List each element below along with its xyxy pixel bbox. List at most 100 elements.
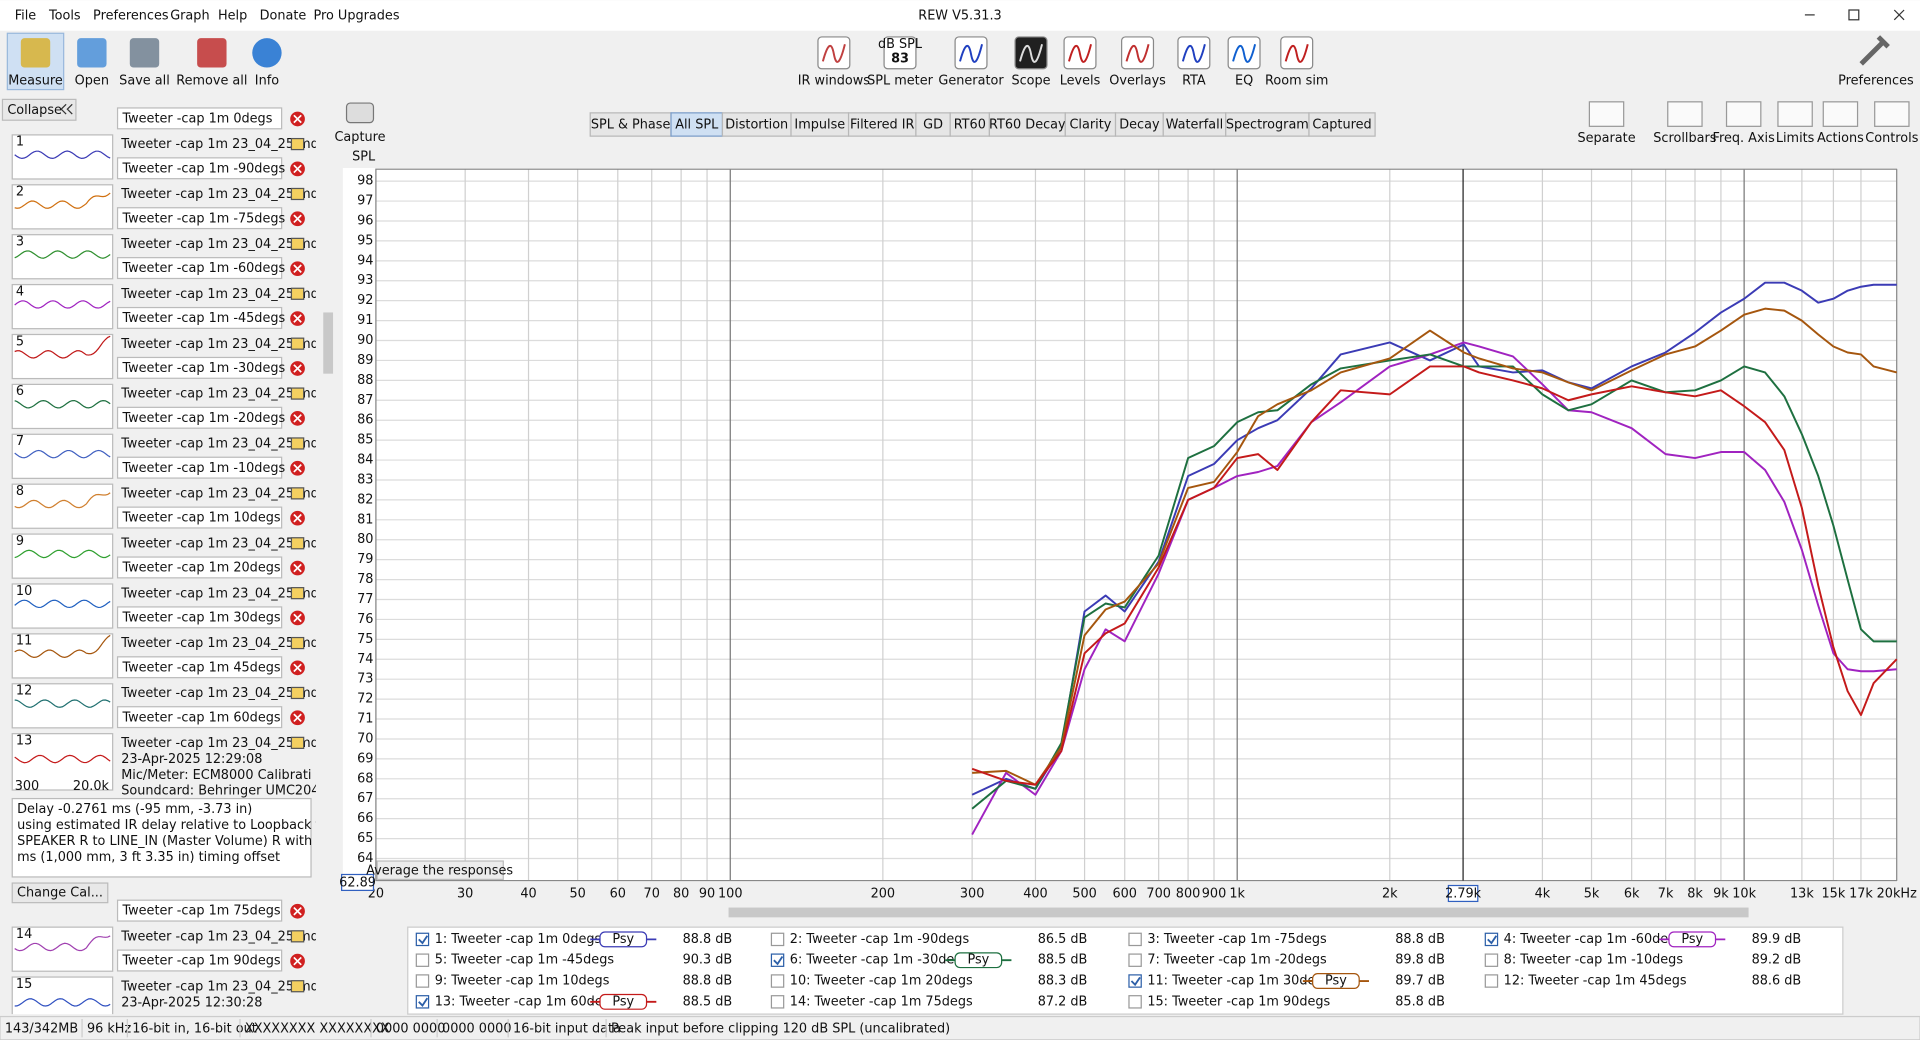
graph-tool-label[interactable]: Limits xyxy=(1776,131,1815,146)
h-scroll-thumb[interactable] xyxy=(728,907,1749,918)
toolbar-label[interactable]: Room sim xyxy=(1265,74,1328,89)
graph-tool-icon[interactable] xyxy=(1822,101,1859,127)
toolbar-label[interactable]: EQ xyxy=(1235,74,1253,89)
name-box[interactable] xyxy=(116,656,283,679)
tab-label: Waterfall xyxy=(1166,118,1224,133)
measurement-thumbnail[interactable] xyxy=(11,333,114,380)
name-box[interactable] xyxy=(116,356,283,379)
measurement-thumbnail[interactable] xyxy=(11,926,114,972)
toolbar-icon[interactable] xyxy=(252,38,282,68)
psy-button[interactable] xyxy=(1312,973,1360,989)
measurement-thumbnail[interactable] xyxy=(11,483,114,529)
graph-tool-label[interactable]: Scrollbars xyxy=(1653,131,1717,146)
menu-item[interactable]: Graph xyxy=(170,9,209,24)
graph-tool-icon[interactable] xyxy=(1725,101,1762,127)
toolbar-icon[interactable] xyxy=(77,38,107,68)
name-box[interactable] xyxy=(116,406,283,429)
legend-checkbox[interactable] xyxy=(415,953,430,967)
name-box[interactable] xyxy=(116,506,283,529)
menu-item[interactable]: Preferences xyxy=(93,9,169,24)
legend-checkbox[interactable] xyxy=(770,974,785,988)
graph-tool-icon[interactable] xyxy=(1667,101,1703,127)
name-box[interactable] xyxy=(116,306,283,329)
toolbar-icon[interactable] xyxy=(129,38,160,68)
tab[interactable] xyxy=(1308,112,1376,137)
collapse-button[interactable] xyxy=(1,98,77,121)
toolbar-label[interactable]: Save all xyxy=(119,74,170,89)
y-tick-label: 97 xyxy=(357,194,373,209)
toolbar-label[interactable]: Preferences xyxy=(1838,74,1914,89)
toolbar-label[interactable]: Open xyxy=(75,74,109,89)
psy-button[interactable] xyxy=(1668,931,1717,948)
legend-checkbox[interactable] xyxy=(1128,953,1142,967)
name-box[interactable] xyxy=(116,606,283,629)
graph-tool-label[interactable]: Separate xyxy=(1577,131,1635,146)
legend-checkbox[interactable] xyxy=(415,995,430,1009)
toolbar-label[interactable]: RTA xyxy=(1182,74,1206,89)
legend-checkbox[interactable] xyxy=(1128,974,1142,988)
graph-tool-icon[interactable] xyxy=(1874,101,1910,127)
menu-item[interactable]: Help xyxy=(218,9,247,24)
toolbar-label[interactable]: IR windows xyxy=(798,74,871,89)
toolbar-label[interactable]: Info xyxy=(255,74,279,89)
ymin-box[interactable] xyxy=(341,873,375,892)
measurement-file: Tweeter -cap 1m 23_04_25.md xyxy=(120,237,319,252)
capture-icon[interactable] xyxy=(345,102,375,124)
name-box[interactable] xyxy=(116,706,283,729)
toolbar-label[interactable]: Overlays xyxy=(1109,74,1166,89)
toolbar-icon[interactable] xyxy=(197,38,227,68)
toolbar-label[interactable]: SPL meter xyxy=(867,74,933,89)
toolbar-icon[interactable] xyxy=(20,38,51,68)
toolbar-icon[interactable] xyxy=(883,36,917,70)
measurement-thumbnail[interactable] xyxy=(11,976,114,1033)
name-box[interactable] xyxy=(116,556,283,579)
name-box[interactable] xyxy=(116,157,283,180)
toolbar-icon[interactable] xyxy=(1859,35,1890,66)
name-box[interactable] xyxy=(116,207,283,230)
legend-checkbox[interactable] xyxy=(770,995,785,1009)
graph-tool-label[interactable]: Actions xyxy=(1817,131,1864,146)
psy-button[interactable] xyxy=(599,931,648,948)
v-scroll-thumb[interactable] xyxy=(323,312,334,374)
toolbar-label[interactable]: Scope xyxy=(1011,74,1050,89)
icon-glyph xyxy=(1284,44,1309,63)
menu-item[interactable]: File xyxy=(15,9,37,24)
measurement-thumbnail[interactable] xyxy=(11,184,114,230)
menu-item[interactable]: Tools xyxy=(48,9,81,24)
measurement-thumbnail[interactable] xyxy=(11,234,114,280)
name-box[interactable] xyxy=(116,456,283,479)
measurement-thumbnail[interactable] xyxy=(11,683,114,729)
name-box[interactable] xyxy=(116,107,283,130)
average-button[interactable] xyxy=(376,860,504,881)
psy-button[interactable] xyxy=(954,952,1003,969)
graph-tool-label[interactable]: Controls xyxy=(1865,131,1918,146)
graph-tool-icon[interactable] xyxy=(1777,101,1813,127)
toolbar-label[interactable]: Remove all xyxy=(176,74,247,89)
toolbar-label[interactable]: Generator xyxy=(938,74,1004,89)
toolbar-label[interactable]: Levels xyxy=(1060,74,1101,89)
measurement-thumbnail[interactable] xyxy=(11,134,114,180)
toolbar-label[interactable]: Measure xyxy=(8,74,63,89)
name-box[interactable] xyxy=(116,899,283,922)
legend-level: 89.8 dB xyxy=(1395,953,1445,968)
change-cal-button[interactable] xyxy=(11,882,109,904)
graph-tool-label[interactable]: Freq. Axis xyxy=(1713,131,1776,146)
legend-checkbox[interactable] xyxy=(415,932,430,947)
legend-checkbox[interactable] xyxy=(1484,953,1499,967)
legend-checkbox[interactable] xyxy=(415,974,430,988)
legend-checkbox[interactable] xyxy=(770,953,785,967)
graph-tool-icon[interactable] xyxy=(1588,101,1625,127)
psy-button[interactable] xyxy=(599,993,648,1010)
measurement-thumbnail[interactable] xyxy=(11,533,114,579)
name-box[interactable] xyxy=(116,949,283,972)
legend-checkbox[interactable] xyxy=(1128,995,1142,1009)
legend-checkbox[interactable] xyxy=(770,932,785,947)
name-box[interactable] xyxy=(116,257,283,280)
menu-item[interactable]: Donate xyxy=(260,9,307,24)
legend-checkbox[interactable] xyxy=(1484,932,1499,947)
legend-checkbox[interactable] xyxy=(1484,974,1499,988)
legend-checkbox[interactable] xyxy=(1128,932,1142,947)
menu-item[interactable]: Pro Upgrades xyxy=(313,9,399,24)
window-controls[interactable] xyxy=(1804,9,1905,21)
measurement-file: Tweeter -cap 1m 23_04_25.md xyxy=(120,437,319,452)
